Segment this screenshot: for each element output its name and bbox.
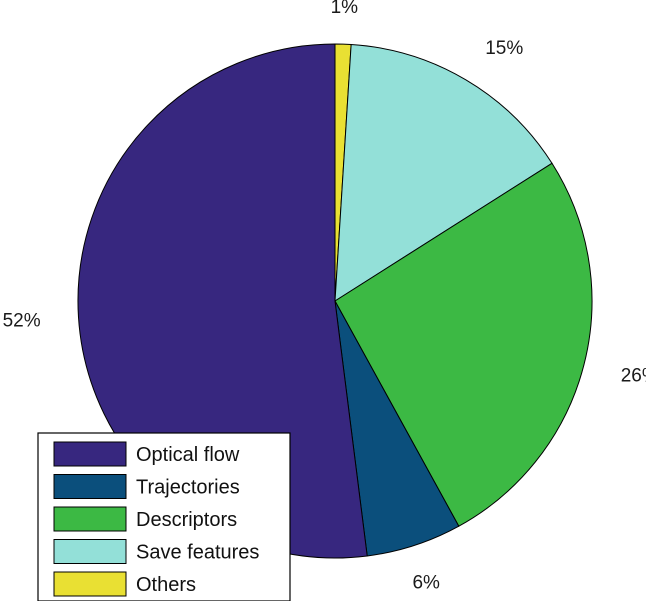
legend-label: Trajectories <box>136 477 240 499</box>
legend-label: Save features <box>136 542 259 564</box>
legend-swatch <box>53 571 127 597</box>
legend: Optical flow Trajectories Descriptors Save … <box>37 432 291 601</box>
legend-swatch <box>53 506 127 532</box>
legend-item-save-features: Save features <box>53 539 259 564</box>
pie-label-descriptors: 26% <box>621 365 646 386</box>
pie-slice-descriptors <box>334 162 593 527</box>
legend-item-descriptors: Descriptors <box>53 506 237 532</box>
legend-swatch <box>53 474 127 499</box>
legend-swatch <box>53 539 127 564</box>
legend-item-trajectories: Trajectories <box>53 474 240 499</box>
legend-label: Optical flow <box>136 444 240 466</box>
pie-label-save-features: 15% <box>485 38 523 59</box>
pie-label-others: 1% <box>331 0 359 18</box>
pie-slices <box>77 43 593 559</box>
legend-label: Descriptors <box>136 509 237 531</box>
pie-percent-labels: 1% 15% 26% 6% 52% <box>3 0 646 594</box>
pie-label-optical-flow: 52% <box>3 311 41 332</box>
pie-slice-save-features <box>334 43 553 302</box>
legend-swatch <box>53 441 127 467</box>
legend-item-optical-flow: Optical flow <box>53 441 240 467</box>
legend-item-others: Others <box>53 571 196 597</box>
pie-label-trajectories: 6% <box>412 573 440 594</box>
legend-label: Others <box>136 574 196 596</box>
